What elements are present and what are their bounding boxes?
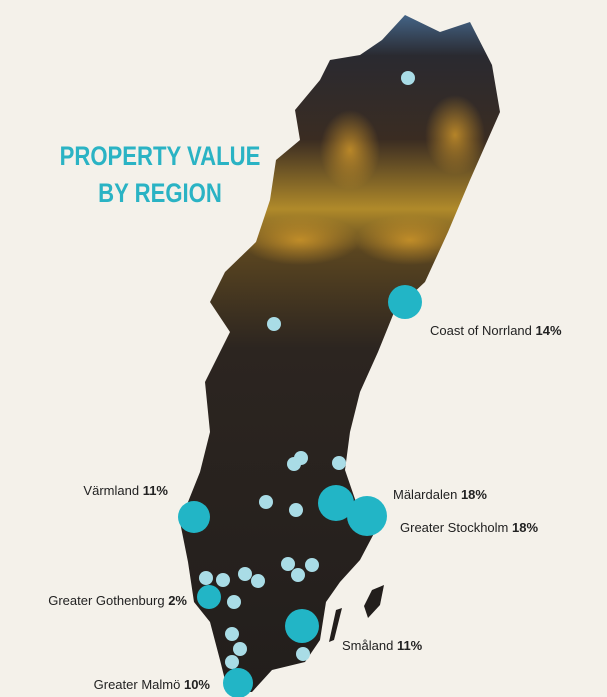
map-infographic: PROPERTY VALUE BY REGION Coast of Norrla… (0, 0, 607, 697)
small-dot (294, 451, 308, 465)
region-share: 18% (512, 520, 538, 535)
small-dot (267, 317, 281, 331)
region-share: 2% (168, 593, 187, 608)
small-dot (225, 627, 239, 641)
region-label: Greater Gothenburg 2% (48, 593, 187, 608)
small-dot (216, 573, 230, 587)
region-name: Greater Gothenburg (48, 593, 164, 608)
small-dot (291, 568, 305, 582)
region-share: 18% (461, 487, 487, 502)
small-dot (296, 647, 310, 661)
region-label: Coast of Norrland 14% (430, 323, 562, 338)
small-dot (305, 558, 319, 572)
oland (329, 608, 342, 642)
small-dot (251, 574, 265, 588)
region-label: Småland 11% (342, 638, 423, 653)
region-name: Coast of Norrland (430, 323, 532, 338)
small-dot (289, 503, 303, 517)
region-dot (388, 285, 422, 319)
gotland (364, 585, 384, 618)
region-share: 11% (397, 638, 423, 653)
region-name: Mälardalen (393, 487, 457, 502)
region-label: Värmland 11% (83, 483, 168, 498)
sweden-map (170, 0, 510, 697)
small-dot (199, 571, 213, 585)
region-dot (285, 609, 319, 643)
small-dot (332, 456, 346, 470)
region-share: 14% (536, 323, 562, 338)
region-name: Värmland (83, 483, 139, 498)
region-name: Greater Malmö (94, 677, 181, 692)
region-share: 10% (184, 677, 210, 692)
region-label: Mälardalen 18% (393, 487, 487, 502)
region-dot (347, 496, 387, 536)
region-name: Greater Stockholm (400, 520, 508, 535)
small-dot (233, 642, 247, 656)
region-share: 11% (143, 483, 169, 498)
title-line: BY REGION (98, 179, 222, 209)
small-dot (238, 567, 252, 581)
title-line: PROPERTY VALUE (60, 142, 261, 172)
region-label: Greater Stockholm 18% (400, 520, 538, 535)
small-dot (259, 495, 273, 509)
region-label: Greater Malmö 10% (94, 677, 211, 692)
region-dot (197, 585, 221, 609)
region-dot (223, 668, 253, 697)
small-dot (281, 557, 295, 571)
small-dot (401, 71, 415, 85)
region-dot (178, 501, 210, 533)
region-name: Småland (342, 638, 393, 653)
small-dot (225, 655, 239, 669)
small-dot (227, 595, 241, 609)
